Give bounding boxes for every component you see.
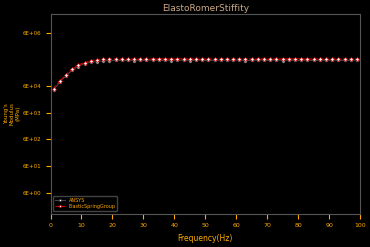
ElasticSpringGroup: [336, 58, 340, 61]
ANSYS: [336, 59, 340, 62]
Y-axis label: Young's
Modulus
(MPa): Young's Modulus (MPa): [4, 102, 21, 125]
Title: ElastoRomerStiffity: ElastoRomerStiffity: [162, 4, 249, 13]
ElasticSpringGroup: [296, 57, 300, 60]
ANSYS: [346, 59, 350, 62]
ANSYS: [237, 59, 242, 62]
ANSYS: [358, 59, 362, 62]
Legend: ANSYS, ElasticSpringGroup: ANSYS, ElasticSpringGroup: [53, 196, 117, 211]
Line: ANSYS: ANSYS: [52, 59, 361, 91]
ANSYS: [212, 59, 217, 62]
ElasticSpringGroup: [110, 58, 115, 61]
ANSYS: [147, 59, 152, 62]
ElasticSpringGroup: [51, 87, 56, 90]
ANSYS: [110, 59, 115, 62]
ElasticSpringGroup: [122, 58, 127, 61]
ElasticSpringGroup: [346, 58, 350, 61]
ANSYS: [51, 88, 56, 91]
ElasticSpringGroup: [234, 58, 238, 61]
ElasticSpringGroup: [358, 58, 362, 61]
Line: ElasticSpringGroup: ElasticSpringGroup: [52, 57, 361, 90]
X-axis label: Frequency(Hz): Frequency(Hz): [178, 234, 233, 243]
ElasticSpringGroup: [209, 58, 213, 61]
ANSYS: [122, 59, 127, 62]
